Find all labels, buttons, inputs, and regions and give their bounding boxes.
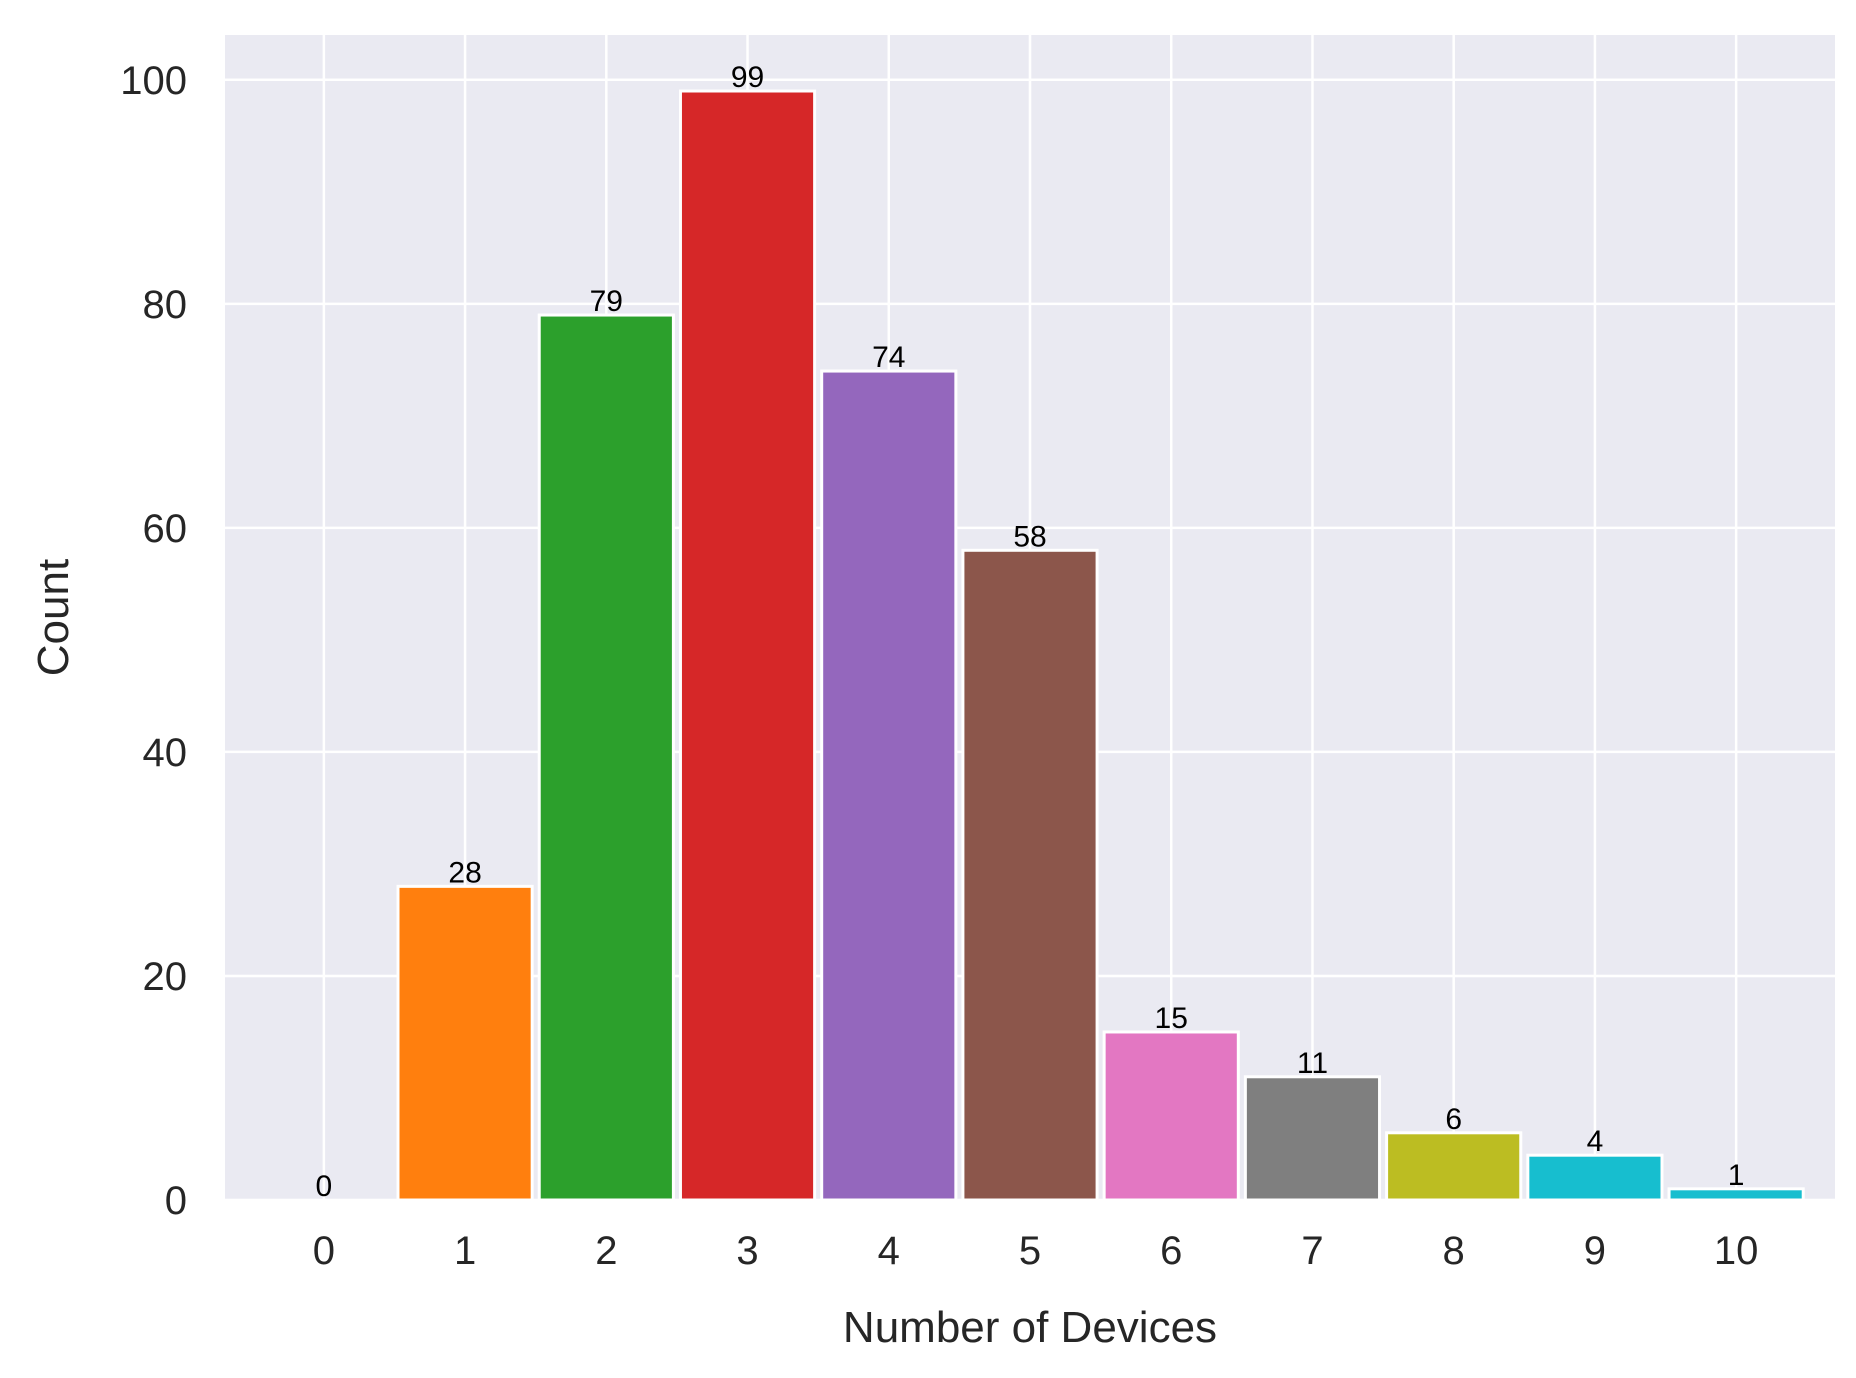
bar-value-label-4: 74 (872, 341, 905, 374)
bar-5 (961, 548, 1099, 1202)
bar-value-label-9: 4 (1587, 1125, 1604, 1158)
x-tick-label: 2 (595, 1229, 617, 1273)
bar-value-label-2: 79 (590, 285, 623, 318)
x-tick-label: 8 (1443, 1229, 1465, 1273)
x-tick-label: 0 (313, 1229, 335, 1273)
bar-7 (1243, 1075, 1382, 1202)
x-tick-labels: 0 1 2 3 4 5 6 7 8 9 10 (313, 1229, 1759, 1273)
bar-8 (1385, 1131, 1523, 1202)
bar-value-label-3: 99 (731, 61, 764, 94)
y-tick-label: 0 (165, 1179, 187, 1223)
bar-4 (820, 369, 958, 1202)
x-tick-label: 3 (736, 1229, 758, 1273)
bar-value-label-7: 11 (1297, 1047, 1328, 1080)
x-tick-label: 6 (1160, 1229, 1182, 1273)
x-axis-title: Number of Devices (843, 1303, 1217, 1352)
x-tick-label: 1 (454, 1229, 476, 1273)
y-tick-labels: 0 20 40 60 80 100 (120, 59, 187, 1223)
bar-value-label-6: 15 (1155, 1002, 1188, 1035)
y-tick-label: 60 (143, 507, 188, 551)
bars (396, 89, 1805, 1202)
x-tick-label: 10 (1714, 1229, 1759, 1273)
bar-value-labels: 0 28 79 99 74 58 15 11 6 4 1 (316, 61, 1745, 1203)
x-tick-label: 5 (1019, 1229, 1041, 1273)
bar-value-label-8: 6 (1445, 1103, 1462, 1136)
x-tick-label: 9 (1584, 1229, 1606, 1273)
bar-value-label-10: 1 (1728, 1159, 1745, 1192)
bar-2 (537, 313, 675, 1202)
y-tick-label: 20 (143, 955, 188, 999)
x-tick-label: 7 (1301, 1229, 1323, 1273)
bar-9 (1526, 1153, 1664, 1202)
y-tick-label: 100 (120, 59, 187, 103)
bar-value-label-5: 58 (1013, 520, 1046, 553)
bar-10 (1667, 1187, 1805, 1202)
y-axis-title: Count (29, 559, 78, 676)
bar-3 (678, 89, 817, 1202)
y-tick-label: 40 (143, 731, 188, 775)
bar-6 (1102, 1030, 1240, 1202)
bar-1 (396, 884, 534, 1202)
x-tick-label: 4 (878, 1229, 900, 1273)
bar-value-label-1: 28 (448, 856, 481, 889)
y-tick-label: 80 (143, 283, 188, 327)
bar-value-label-0: 0 (316, 1170, 333, 1203)
